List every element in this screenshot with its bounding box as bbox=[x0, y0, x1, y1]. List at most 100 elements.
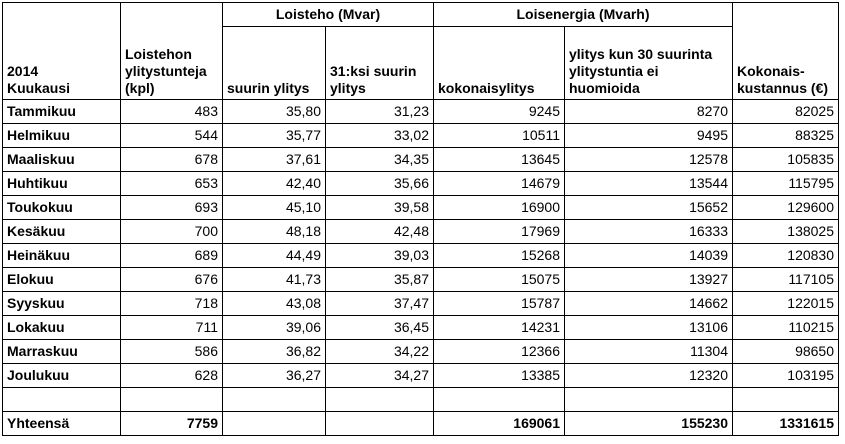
hours-cell: 711 bbox=[120, 315, 223, 340]
hours-cell: 544 bbox=[120, 123, 223, 148]
hours-cell: 678 bbox=[120, 147, 223, 172]
cost-cell: 98650 bbox=[732, 339, 839, 364]
header-year-month: 2014 Kuukausi bbox=[2, 2, 121, 100]
empty-cell bbox=[433, 387, 565, 412]
empty-cell bbox=[2, 387, 121, 412]
month-cell: Huhtikuu bbox=[2, 171, 121, 196]
table-row: Syyskuu 718 43,08 37,47 15787 14662 122015 bbox=[2, 291, 839, 316]
totals-exceed-excl: 155230 bbox=[564, 411, 733, 436]
max31-cell: 35,66 bbox=[325, 171, 434, 196]
max-exceed-cell: 41,73 bbox=[222, 267, 326, 292]
empty-cell bbox=[564, 387, 733, 412]
exceed-excl-cell: 13544 bbox=[564, 171, 733, 196]
totals-label: Yhteensä bbox=[2, 411, 121, 436]
exceed-excl-cell: 11304 bbox=[564, 339, 733, 364]
cost-cell: 88325 bbox=[732, 123, 839, 148]
header-month: Kuukausi bbox=[7, 80, 71, 96]
cost-cell: 120830 bbox=[732, 243, 839, 268]
total-exceed-cell: 9245 bbox=[433, 99, 565, 124]
hours-cell: 483 bbox=[120, 99, 223, 124]
totals-total-exceed: 169061 bbox=[433, 411, 565, 436]
month-cell: Elokuu bbox=[2, 267, 121, 292]
month-cell: Toukokuu bbox=[2, 195, 121, 220]
exceed-excl-cell: 12578 bbox=[564, 147, 733, 172]
empty-cell bbox=[222, 387, 326, 412]
exceed-excl-cell: 15652 bbox=[564, 195, 733, 220]
header-exceed-excl: ylitys kun 30 suurinta ylitystuntia ei h… bbox=[564, 26, 733, 100]
cost-cell: 82025 bbox=[732, 99, 839, 124]
max31-cell: 39,58 bbox=[325, 195, 434, 220]
header-group-energy: Loisenergia (Mvarh) bbox=[433, 2, 733, 27]
spacer-row bbox=[2, 387, 839, 412]
empty-cell bbox=[325, 411, 434, 436]
total-exceed-cell: 12366 bbox=[433, 339, 565, 364]
max31-cell: 31,23 bbox=[325, 99, 434, 124]
month-cell: Tammikuu bbox=[2, 99, 121, 124]
table-row: Lokakuu 711 39,06 36,45 14231 13106 110215 bbox=[2, 315, 839, 340]
exceed-excl-cell: 13927 bbox=[564, 267, 733, 292]
header-group-power: Loisteho (Mvar) bbox=[222, 2, 434, 27]
month-cell: Maaliskuu bbox=[2, 147, 121, 172]
max-exceed-cell: 36,82 bbox=[222, 339, 326, 364]
exceed-excl-cell: 9495 bbox=[564, 123, 733, 148]
total-exceed-cell: 17969 bbox=[433, 219, 565, 244]
total-exceed-cell: 10511 bbox=[433, 123, 565, 148]
month-cell: Lokakuu bbox=[2, 315, 121, 340]
max-exceed-cell: 35,77 bbox=[222, 123, 326, 148]
header-max-exceed: suurin ylitys bbox=[222, 26, 326, 100]
exceed-excl-cell: 8270 bbox=[564, 99, 733, 124]
total-exceed-cell: 13385 bbox=[433, 363, 565, 388]
month-cell: Joulukuu bbox=[2, 363, 121, 388]
max31-cell: 42,48 bbox=[325, 219, 434, 244]
exceed-excl-cell: 14662 bbox=[564, 291, 733, 316]
cost-cell: 103195 bbox=[732, 363, 839, 388]
table-row: Toukokuu 693 45,10 39,58 16900 15652 129600 bbox=[2, 195, 839, 220]
month-cell: Kesäkuu bbox=[2, 219, 121, 244]
max31-cell: 39,03 bbox=[325, 243, 434, 268]
max-exceed-cell: 35,80 bbox=[222, 99, 326, 124]
table-row: Tammikuu 483 35,80 31,23 9245 8270 82025 bbox=[2, 99, 839, 124]
month-cell: Syyskuu bbox=[2, 291, 121, 316]
max31-cell: 36,45 bbox=[325, 315, 434, 340]
header-max31: 31:ksi suurin ylitys bbox=[325, 26, 434, 100]
empty-cell bbox=[222, 411, 326, 436]
max-exceed-cell: 43,08 bbox=[222, 291, 326, 316]
cost-cell: 110215 bbox=[732, 315, 839, 340]
empty-cell bbox=[120, 387, 223, 412]
max31-cell: 34,22 bbox=[325, 339, 434, 364]
cost-cell: 122015 bbox=[732, 291, 839, 316]
empty-cell bbox=[732, 387, 839, 412]
max-exceed-cell: 44,49 bbox=[222, 243, 326, 268]
table-row: Joulukuu 628 36,27 34,27 13385 12320 103195 bbox=[2, 363, 839, 388]
exceed-excl-cell: 13106 bbox=[564, 315, 733, 340]
max-exceed-cell: 37,61 bbox=[222, 147, 326, 172]
month-cell: Marraskuu bbox=[2, 339, 121, 364]
hours-cell: 718 bbox=[120, 291, 223, 316]
total-exceed-cell: 15268 bbox=[433, 243, 565, 268]
exceed-excl-cell: 16333 bbox=[564, 219, 733, 244]
group-header-row: 2014 Kuukausi Loistehon ylitystunteja (k… bbox=[2, 2, 839, 100]
table-row: Maaliskuu 678 37,61 34,35 13645 12578 105835 bbox=[2, 147, 839, 172]
empty-cell bbox=[325, 387, 434, 412]
total-exceed-cell: 14231 bbox=[433, 315, 565, 340]
max-exceed-cell: 36,27 bbox=[222, 363, 326, 388]
table-row: Marraskuu 586 36,82 34,22 12366 11304 98650 bbox=[2, 339, 839, 364]
table-row: Huhtikuu 653 42,40 35,66 14679 13544 115795 bbox=[2, 171, 839, 196]
header-total-exceed: kokonaisylitys bbox=[433, 26, 565, 100]
header-total-cost: Kokonais-kustannus (€) bbox=[732, 2, 839, 100]
max-exceed-cell: 45,10 bbox=[222, 195, 326, 220]
cost-cell: 117105 bbox=[732, 267, 839, 292]
table-row: Elokuu 676 41,73 35,87 15075 13927 117105 bbox=[2, 267, 839, 292]
table-row: Heinäkuu 689 44,49 39,03 15268 14039 120830 bbox=[2, 243, 839, 268]
header-year: 2014 bbox=[7, 63, 39, 79]
sub-header-row: suurin ylitys 31:ksi suurin ylitys kokon… bbox=[3, 26, 839, 100]
total-exceed-cell: 15075 bbox=[433, 267, 565, 292]
max31-cell: 33,02 bbox=[325, 123, 434, 148]
cost-cell: 138025 bbox=[732, 219, 839, 244]
table-row: Kesäkuu 700 48,18 42,48 17969 16333 138025 bbox=[2, 219, 839, 244]
max-exceed-cell: 48,18 bbox=[222, 219, 326, 244]
hours-cell: 676 bbox=[120, 267, 223, 292]
exceed-excl-cell: 14039 bbox=[564, 243, 733, 268]
max31-cell: 37,47 bbox=[325, 291, 434, 316]
totals-hours: 7759 bbox=[120, 411, 223, 436]
